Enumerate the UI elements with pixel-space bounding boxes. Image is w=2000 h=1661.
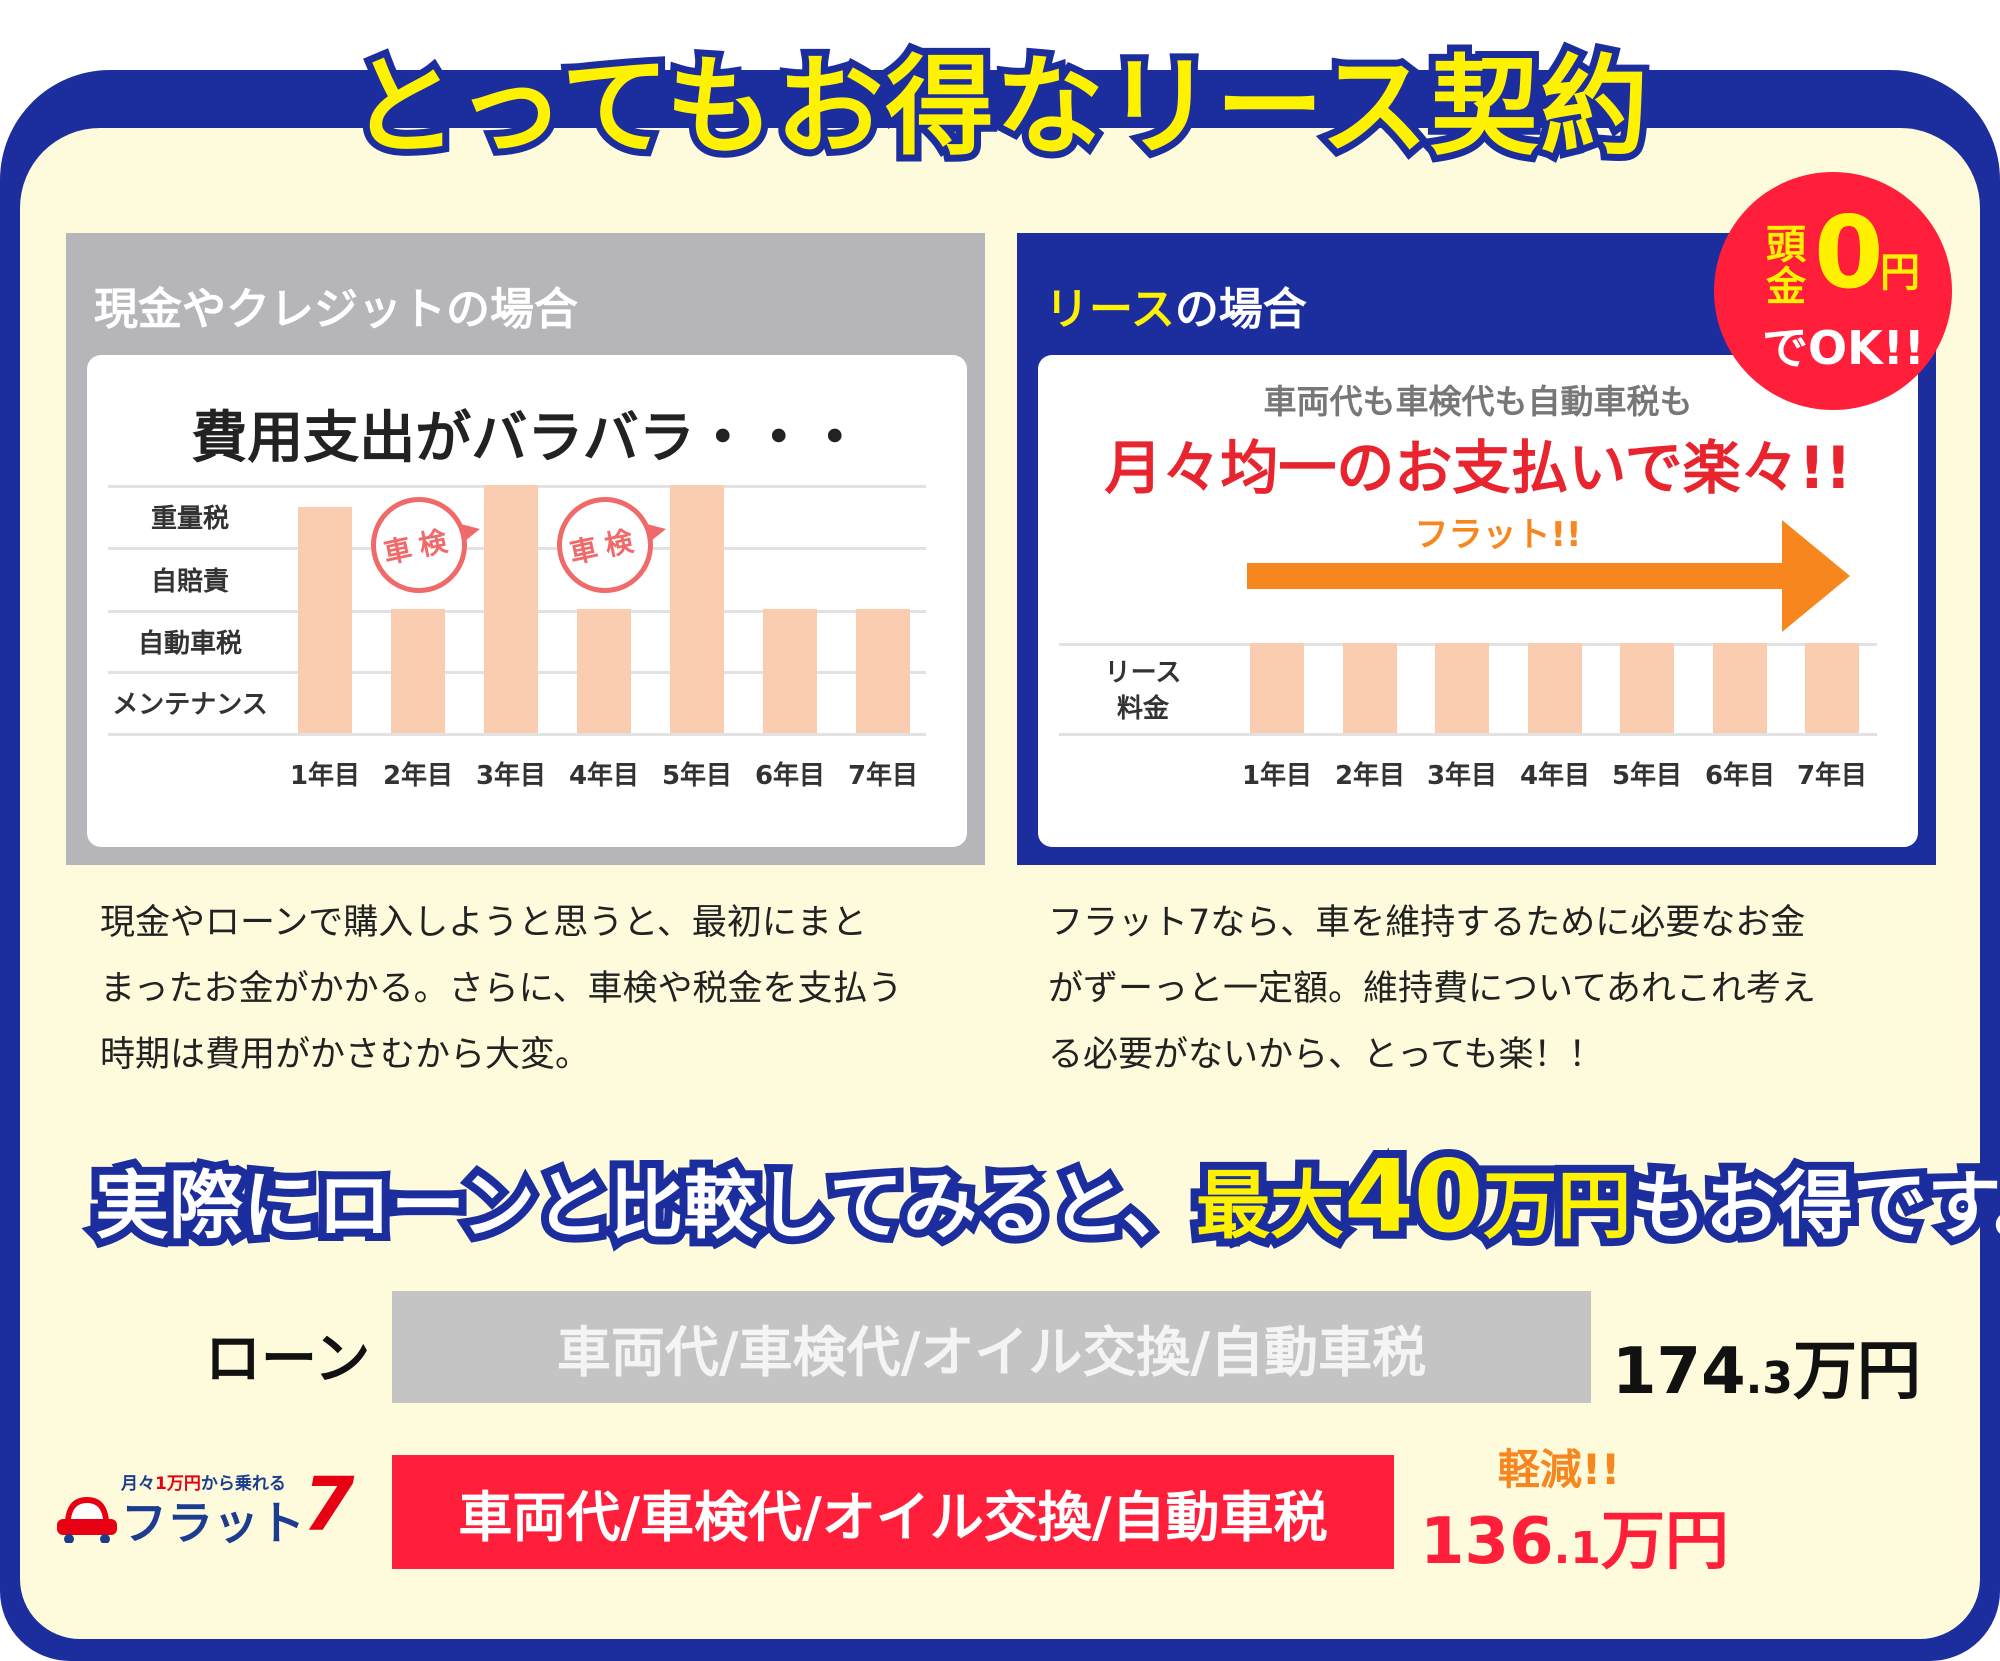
- lease-bar: [1620, 643, 1674, 733]
- reduced-label: 軽減!!: [1497, 1445, 1621, 1494]
- headline-a: 実際にローンと比較してみると、: [87, 1155, 1204, 1257]
- cost-bar: [298, 506, 352, 733]
- year-label: 7年目: [1796, 761, 1868, 791]
- headline-yen: 万円: [1475, 1155, 1639, 1257]
- page-title: とってもお得なリース契約: [343, 38, 1656, 177]
- cash-credit-panel: 現金やクレジットの場合 費用支出がバラバラ・・・ 重量税自賠責自動車税メンテナン…: [66, 233, 985, 865]
- row-label: 自動車税: [137, 628, 242, 659]
- flat-total: 136.1万円: [1420, 1490, 1729, 1582]
- desc-line: がずーっと一定額。維持費についてあれこれ考え: [1048, 969, 1816, 1009]
- badge-zero: 0: [1814, 194, 1884, 311]
- headline-e: もお得です。: [1623, 1155, 2000, 1257]
- cost-bar: [856, 609, 910, 733]
- desc-line: まったお金がかかる。さらに、車検や税金を支払う: [100, 969, 903, 1009]
- desc-line: 時期は費用がかさむから大変。: [100, 1035, 591, 1075]
- badge-atamakin: 頭金: [1766, 224, 1806, 308]
- lease-row-label: リース 料金: [1098, 655, 1188, 727]
- badge-yen: 円: [1880, 250, 1920, 296]
- header-case: の場合: [1174, 284, 1307, 335]
- chart-title: 費用支出がバラバラ・・・: [191, 406, 863, 471]
- loan-int: 174: [1612, 1335, 1746, 1409]
- desc-line: フラット7なら、車を維持するために必要なお金: [1048, 903, 1806, 943]
- badge-char: 頭: [1766, 222, 1806, 268]
- lease-label-2: 料金: [1116, 694, 1169, 724]
- zero-down-badge: 頭金 0 円 でOK!!: [1714, 172, 1952, 410]
- lease-description: フラット7なら、車を維持するために必要なお金 がずーっと一定額。維持費についてあれ…: [1048, 890, 1928, 1088]
- headline-max: 最大: [1188, 1155, 1352, 1257]
- lease-panel-header: リースの場合: [1045, 273, 1307, 337]
- year-label: 3年目: [1426, 761, 1498, 791]
- cost-bar: [391, 609, 445, 733]
- year-label: 3年目: [475, 761, 547, 791]
- badge-ok: でOK!!: [1762, 321, 1925, 375]
- lease-label-1: リース: [1104, 658, 1182, 688]
- cash-chart-card: 費用支出がバラバラ・・・ 重量税自賠責自動車税メンテナンス 1年目 2年目 3年目 4年…: [87, 355, 967, 847]
- lease-chart-card: 車両代も車検代も自動車税も 月々均一のお支払いで楽々!! フラット!! リース料…: [1038, 355, 1918, 847]
- lease-bar: [1343, 643, 1397, 733]
- lease-main: 月々均一のお支払いで楽々!!: [1104, 434, 1852, 502]
- flat-int: 136: [1420, 1505, 1554, 1579]
- loan-total: 174.3万円: [1612, 1320, 1921, 1412]
- lease-bar: [1250, 643, 1304, 733]
- lease-bar: [1528, 643, 1582, 733]
- logo-seven: 7: [303, 1462, 355, 1548]
- gridline: [108, 733, 926, 736]
- flat-dec: .1: [1553, 1523, 1601, 1574]
- logo-tagline: 月々1万円から乗れる: [121, 1469, 286, 1494]
- cost-bar: [670, 485, 724, 733]
- desc-line: る必要がないから、とっても楽！！: [1048, 1035, 1604, 1075]
- lease-sub: 車両代も車検代も自動車税も: [1263, 382, 1693, 421]
- flat-arrow-icon: [1247, 520, 1850, 632]
- row-label: 自賠責: [150, 566, 229, 597]
- cost-bar: [763, 609, 817, 733]
- year-label: 4年目: [1519, 761, 1591, 791]
- cash-description: 現金やローンで購入しようと思うと、最初にまと まったお金がかかる。さらに、車検や税…: [100, 890, 980, 1088]
- loan-label: ローン: [205, 1327, 371, 1392]
- loan-dec: .3: [1745, 1353, 1793, 1404]
- logo-name: フラット: [121, 1496, 305, 1550]
- badge-char: 金: [1766, 264, 1806, 310]
- year-label: 5年目: [661, 761, 733, 791]
- flat-unit: 万円: [1600, 1505, 1729, 1579]
- logo-tag: 月々: [121, 1474, 155, 1494]
- cost-bar: [577, 609, 631, 733]
- inspection-stamp: 車検: [548, 488, 662, 602]
- cost-bar: [484, 485, 538, 733]
- year-label: 5年目: [1611, 761, 1683, 791]
- gridline: [1059, 733, 1877, 736]
- cash-panel-header: 現金やクレジットの場合: [94, 284, 578, 335]
- loan-cost-bar: 車両代/車検代/オイル交換/自動車税: [392, 1291, 1591, 1403]
- year-label: 4年目: [568, 761, 640, 791]
- year-label: 1年目: [289, 761, 361, 791]
- car-icon: [57, 1497, 117, 1543]
- arrow-label: フラット!!: [1414, 515, 1582, 555]
- flat-cost-bar: 車両代/車検代/オイル交換/自動車税: [392, 1455, 1394, 1569]
- lease-bar: [1435, 643, 1489, 733]
- year-label: 7年目: [847, 761, 919, 791]
- lease-bar: [1713, 643, 1767, 733]
- row-label: 重量税: [150, 504, 229, 534]
- headline-40: 40: [1336, 1130, 1491, 1263]
- loan-unit: 万円: [1792, 1335, 1921, 1409]
- year-label: 6年目: [754, 761, 826, 791]
- year-label: 6年目: [1704, 761, 1776, 791]
- year-label: 1年目: [1241, 761, 1313, 791]
- header-lease: リース: [1045, 284, 1175, 335]
- inspection-stamp: 車検: [362, 488, 476, 602]
- logo-tag: 1万円: [155, 1474, 201, 1494]
- desc-line: 現金やローンで購入しようと思うと、最初にまと: [100, 903, 867, 943]
- year-label: 2年目: [1334, 761, 1406, 791]
- logo-tag: から乗れる: [200, 1474, 286, 1494]
- lease-bar: [1805, 643, 1859, 733]
- row-label: メンテナンス: [112, 690, 268, 720]
- year-label: 2年目: [382, 761, 454, 791]
- savings-headline: 実際にローンと比較してみると、最大40万円もお得です。: [87, 1130, 2000, 1263]
- flat7-logo: 月々1万円から乗れる フラット 7: [55, 1462, 375, 1550]
